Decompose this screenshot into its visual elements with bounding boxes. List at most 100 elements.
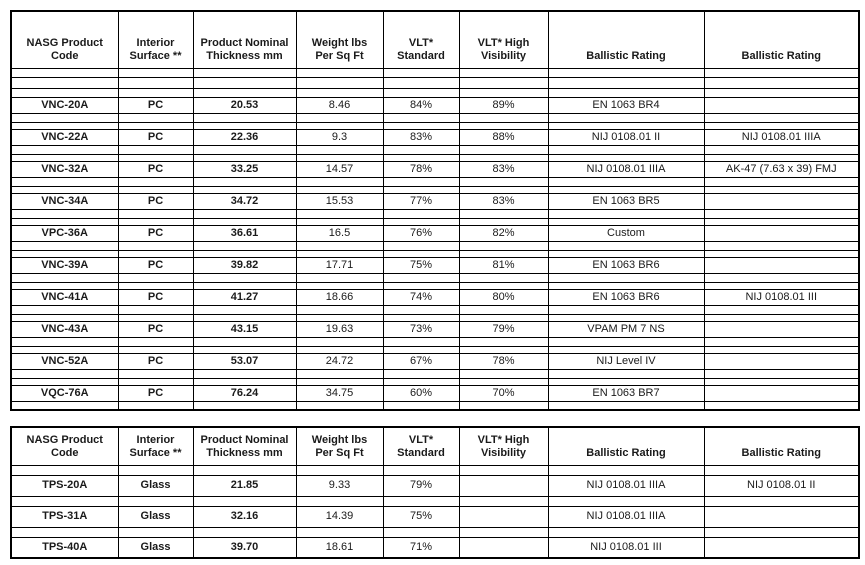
cell-interior-surface: Glass (117, 505, 194, 528)
spacer-cell (382, 495, 460, 507)
spacer-cell (547, 272, 705, 283)
cell-ballistic-rating-2 (703, 320, 860, 338)
spacer-cell (192, 400, 297, 411)
spacer-row (10, 67, 860, 78)
spacer-row (10, 217, 860, 226)
spacer-cell (117, 304, 194, 315)
pc-products-table: NASG Product Code Interior Surface ** Prod… (10, 10, 860, 411)
cell-ballistic-rating-1: EN 1063 BR5 (547, 192, 705, 210)
cell-vlt-high-visibility: 80% (458, 288, 549, 306)
spacer-cell (458, 368, 549, 379)
spacer-cell (547, 495, 705, 507)
cell-vlt-standard: 75% (382, 505, 460, 528)
spacer-cell (382, 272, 460, 283)
table-row: VNC-22A PC 22.36 9.3 83% 88% NIJ 0108.01… (10, 128, 860, 146)
spacer-row (10, 144, 860, 155)
cell-vlt-high-visibility: 78% (458, 352, 549, 370)
cell-weight: 34.75 (295, 384, 384, 402)
cell-interior-surface: Glass (117, 474, 194, 497)
spacer-cell (117, 67, 194, 78)
table-row: VNC-34A PC 34.72 15.53 77% 83% EN 1063 B… (10, 192, 860, 210)
header-nominal-thickness: Product Nominal Thickness mm (192, 10, 297, 69)
table-row: VNC-43A PC 43.15 19.63 73% 79% VPAM PM 7… (10, 320, 860, 338)
cell-thickness: 20.53 (192, 96, 297, 114)
spacer-cell (295, 336, 384, 347)
spacer-cell (547, 526, 705, 538)
cell-vlt-high-visibility: 89% (458, 96, 549, 114)
spacer-cell (703, 240, 860, 251)
cell-ballistic-rating-2 (703, 505, 860, 528)
spacer-cell (458, 112, 549, 123)
cell-vlt-high-visibility: 88% (458, 128, 549, 146)
spacer-cell (703, 345, 860, 354)
cell-thickness: 21.85 (192, 474, 297, 497)
cell-ballistic-rating-1: NIJ 0108.01 II (547, 128, 705, 146)
spacer-cell (295, 67, 384, 78)
spacer-cell (547, 112, 705, 123)
spacer-cell (117, 377, 194, 386)
spacer-cell (547, 217, 705, 226)
cell-interior-surface: PC (117, 256, 194, 274)
spacer-cell (10, 185, 119, 194)
cell-thickness: 53.07 (192, 352, 297, 370)
header-line: Surface ** (129, 49, 182, 62)
spacer-cell (192, 249, 297, 258)
spacer-cell (10, 464, 119, 476)
spacer-cell (295, 313, 384, 322)
spacer-cell (295, 121, 384, 130)
spacer-cell (382, 217, 460, 226)
spacer-cell (458, 464, 549, 476)
spacer-cell (382, 368, 460, 379)
spacer-cell (10, 67, 119, 78)
table-row: TPS-31A Glass 32.16 14.39 75% NIJ 0108.0… (10, 505, 860, 528)
cell-weight: 14.57 (295, 160, 384, 178)
cell-interior-surface: PC (117, 384, 194, 402)
spacer-cell (10, 153, 119, 162)
spacer-cell (382, 240, 460, 251)
spacer-cell (382, 377, 460, 386)
spacer-cell (117, 112, 194, 123)
spacer-cell (458, 336, 549, 347)
spacer-cell (703, 153, 860, 162)
spacer-cell (117, 345, 194, 354)
spacer-cell (117, 464, 194, 476)
spacer-cell (10, 526, 119, 538)
header-line: NASG Product (26, 433, 103, 446)
spacer-cell (458, 526, 549, 538)
spacer-cell (295, 304, 384, 315)
spacer-cell (295, 526, 384, 538)
cell-ballistic-rating-1: NIJ 0108.01 IIIA (547, 474, 705, 497)
spacer-cell (703, 495, 860, 507)
spacer-cell (703, 112, 860, 123)
spacer-row (10, 336, 860, 347)
spacer-cell (117, 208, 194, 219)
spacer-cell (117, 495, 194, 507)
spacer-cell (703, 185, 860, 194)
cell-interior-surface: Glass (117, 536, 194, 559)
header-line: Thickness mm (206, 446, 283, 459)
spacer-row (10, 464, 860, 476)
spacer-cell (192, 67, 297, 78)
header-line: Per Sq Ft (315, 49, 364, 62)
spacer-cell (458, 249, 549, 258)
spacer-cell (458, 240, 549, 251)
cell-ballistic-rating-2 (703, 352, 860, 370)
spacer-row (10, 185, 860, 194)
cell-ballistic-rating-2: NIJ 0108.01 III (703, 288, 860, 306)
spacer-cell (382, 121, 460, 130)
cell-product-code: VNC-43A (10, 320, 119, 338)
spacer-cell (703, 67, 860, 78)
header-ballistic-rating-1: Ballistic Rating (547, 426, 705, 466)
spacer-cell (703, 176, 860, 187)
cell-ballistic-rating-2 (703, 224, 860, 242)
cell-interior-surface: PC (117, 352, 194, 370)
header-row: NASG Product Code Interior Surface ** Prod… (10, 426, 860, 466)
cell-vlt-high-visibility: 81% (458, 256, 549, 274)
spacer-cell (192, 153, 297, 162)
cell-product-code: VNC-22A (10, 128, 119, 146)
spacer-cell (547, 87, 705, 98)
header-ballistic-rating-2: Ballistic Rating (703, 426, 860, 466)
cell-ballistic-rating-1: NIJ 0108.01 IIIA (547, 160, 705, 178)
cell-ballistic-rating-1: NIJ Level IV (547, 352, 705, 370)
spacer-cell (117, 336, 194, 347)
